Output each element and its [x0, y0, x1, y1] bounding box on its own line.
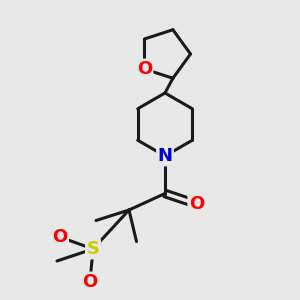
Text: O: O — [189, 195, 204, 213]
Text: O: O — [82, 273, 98, 291]
Text: N: N — [158, 147, 172, 165]
Text: S: S — [86, 240, 100, 258]
Text: O: O — [137, 60, 152, 78]
Text: O: O — [52, 228, 68, 246]
